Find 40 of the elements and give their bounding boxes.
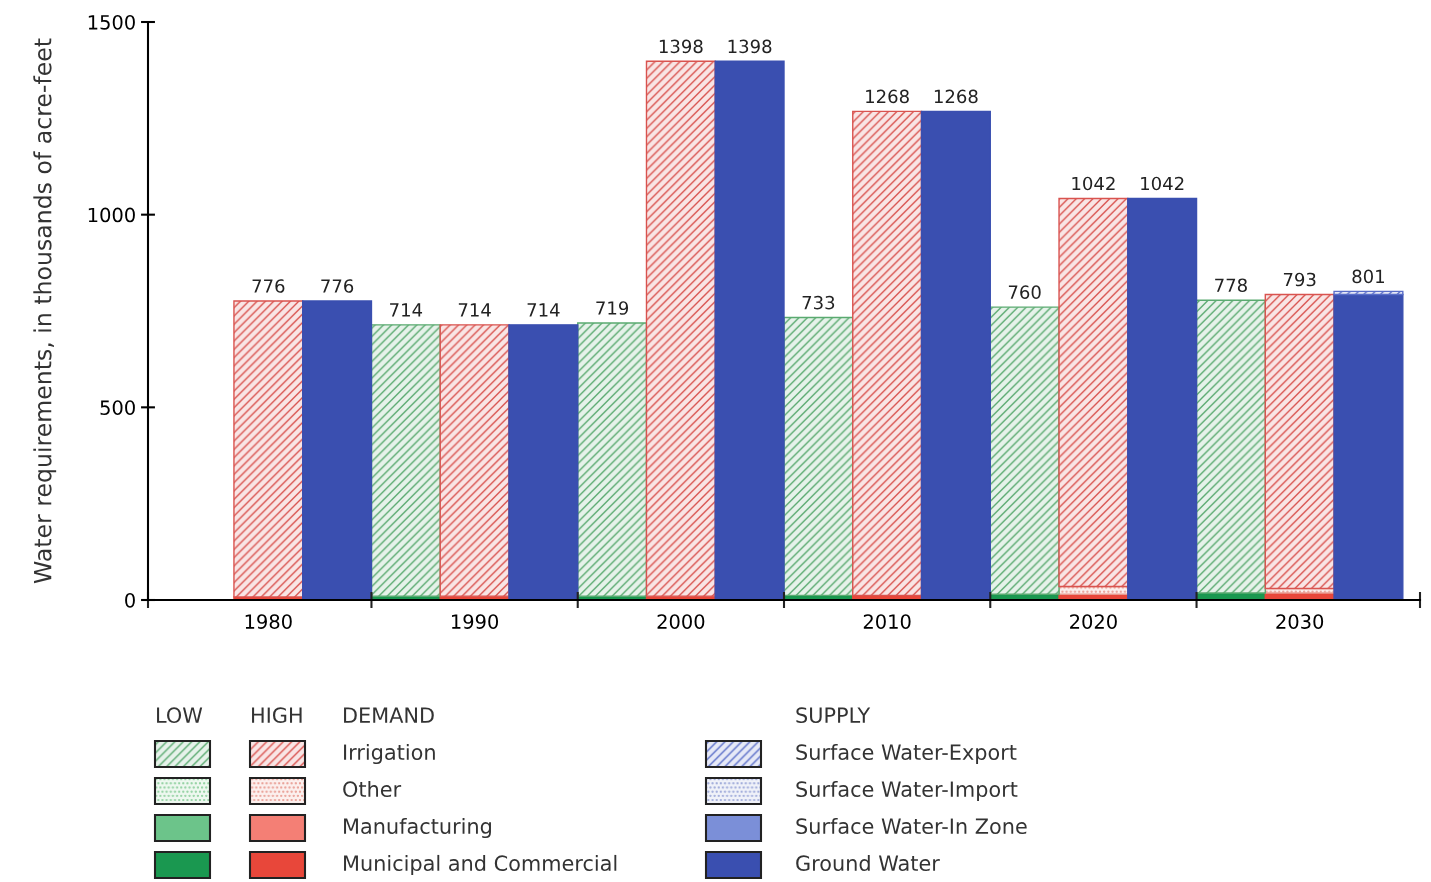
total-label: 1042 (1072, 176, 1115, 191)
x-tick-label: 2020 (1070, 614, 1117, 629)
total-label: 760 (1008, 285, 1041, 300)
total-label: 714 (527, 303, 560, 317)
total-label: 801 (1352, 269, 1384, 284)
total-label: 1268 (934, 89, 978, 104)
legend-label: Other (343, 780, 402, 798)
total-label: 719 (596, 301, 629, 315)
y-axis-title: Water requirements, in thousands of acre-feet (33, 38, 57, 584)
legend-label: Manufacturing (344, 817, 491, 839)
legend-label: Municipal and Commercial (344, 854, 617, 876)
y-tick-label: 1000 (88, 207, 135, 223)
x-tick-label: 2030 (1276, 614, 1324, 629)
total-label: 714 (458, 303, 491, 317)
text: LOW (157, 707, 203, 724)
text: DEMAND (344, 707, 434, 723)
total-label: 714 (390, 303, 423, 317)
x-tick-label: 1980 (245, 614, 292, 629)
total-label: 1398 (659, 39, 703, 54)
x-tick-label: 2010 (863, 614, 911, 629)
legend-label: Surface Water-Import (796, 780, 1018, 802)
legend-label: Ground Water (796, 854, 940, 872)
total-label: 778 (1215, 278, 1247, 293)
legend-label: Surface Water-In Zone (796, 817, 1027, 835)
x-tick-label: 2000 (657, 614, 705, 629)
text: HIGH (252, 707, 302, 724)
y-tick-label: 1500 (88, 14, 135, 30)
total-label: 776 (252, 279, 285, 293)
total-label: 1042 (1141, 176, 1184, 191)
total-label: 1268 (866, 89, 909, 104)
x-tick-label: 1990 (451, 614, 499, 629)
total-label: 776 (321, 279, 354, 293)
total-label: 1398 (728, 39, 772, 54)
y-tick-label: 0 (125, 592, 135, 608)
legend-label: Surface Water-Export (796, 743, 1017, 765)
legend-label: Irrigation (344, 743, 435, 765)
total-label: 733 (802, 295, 835, 310)
y-tick-label: 500 (100, 400, 135, 415)
text: SUPPLY (796, 707, 871, 724)
total-label: 793 (1283, 272, 1316, 287)
